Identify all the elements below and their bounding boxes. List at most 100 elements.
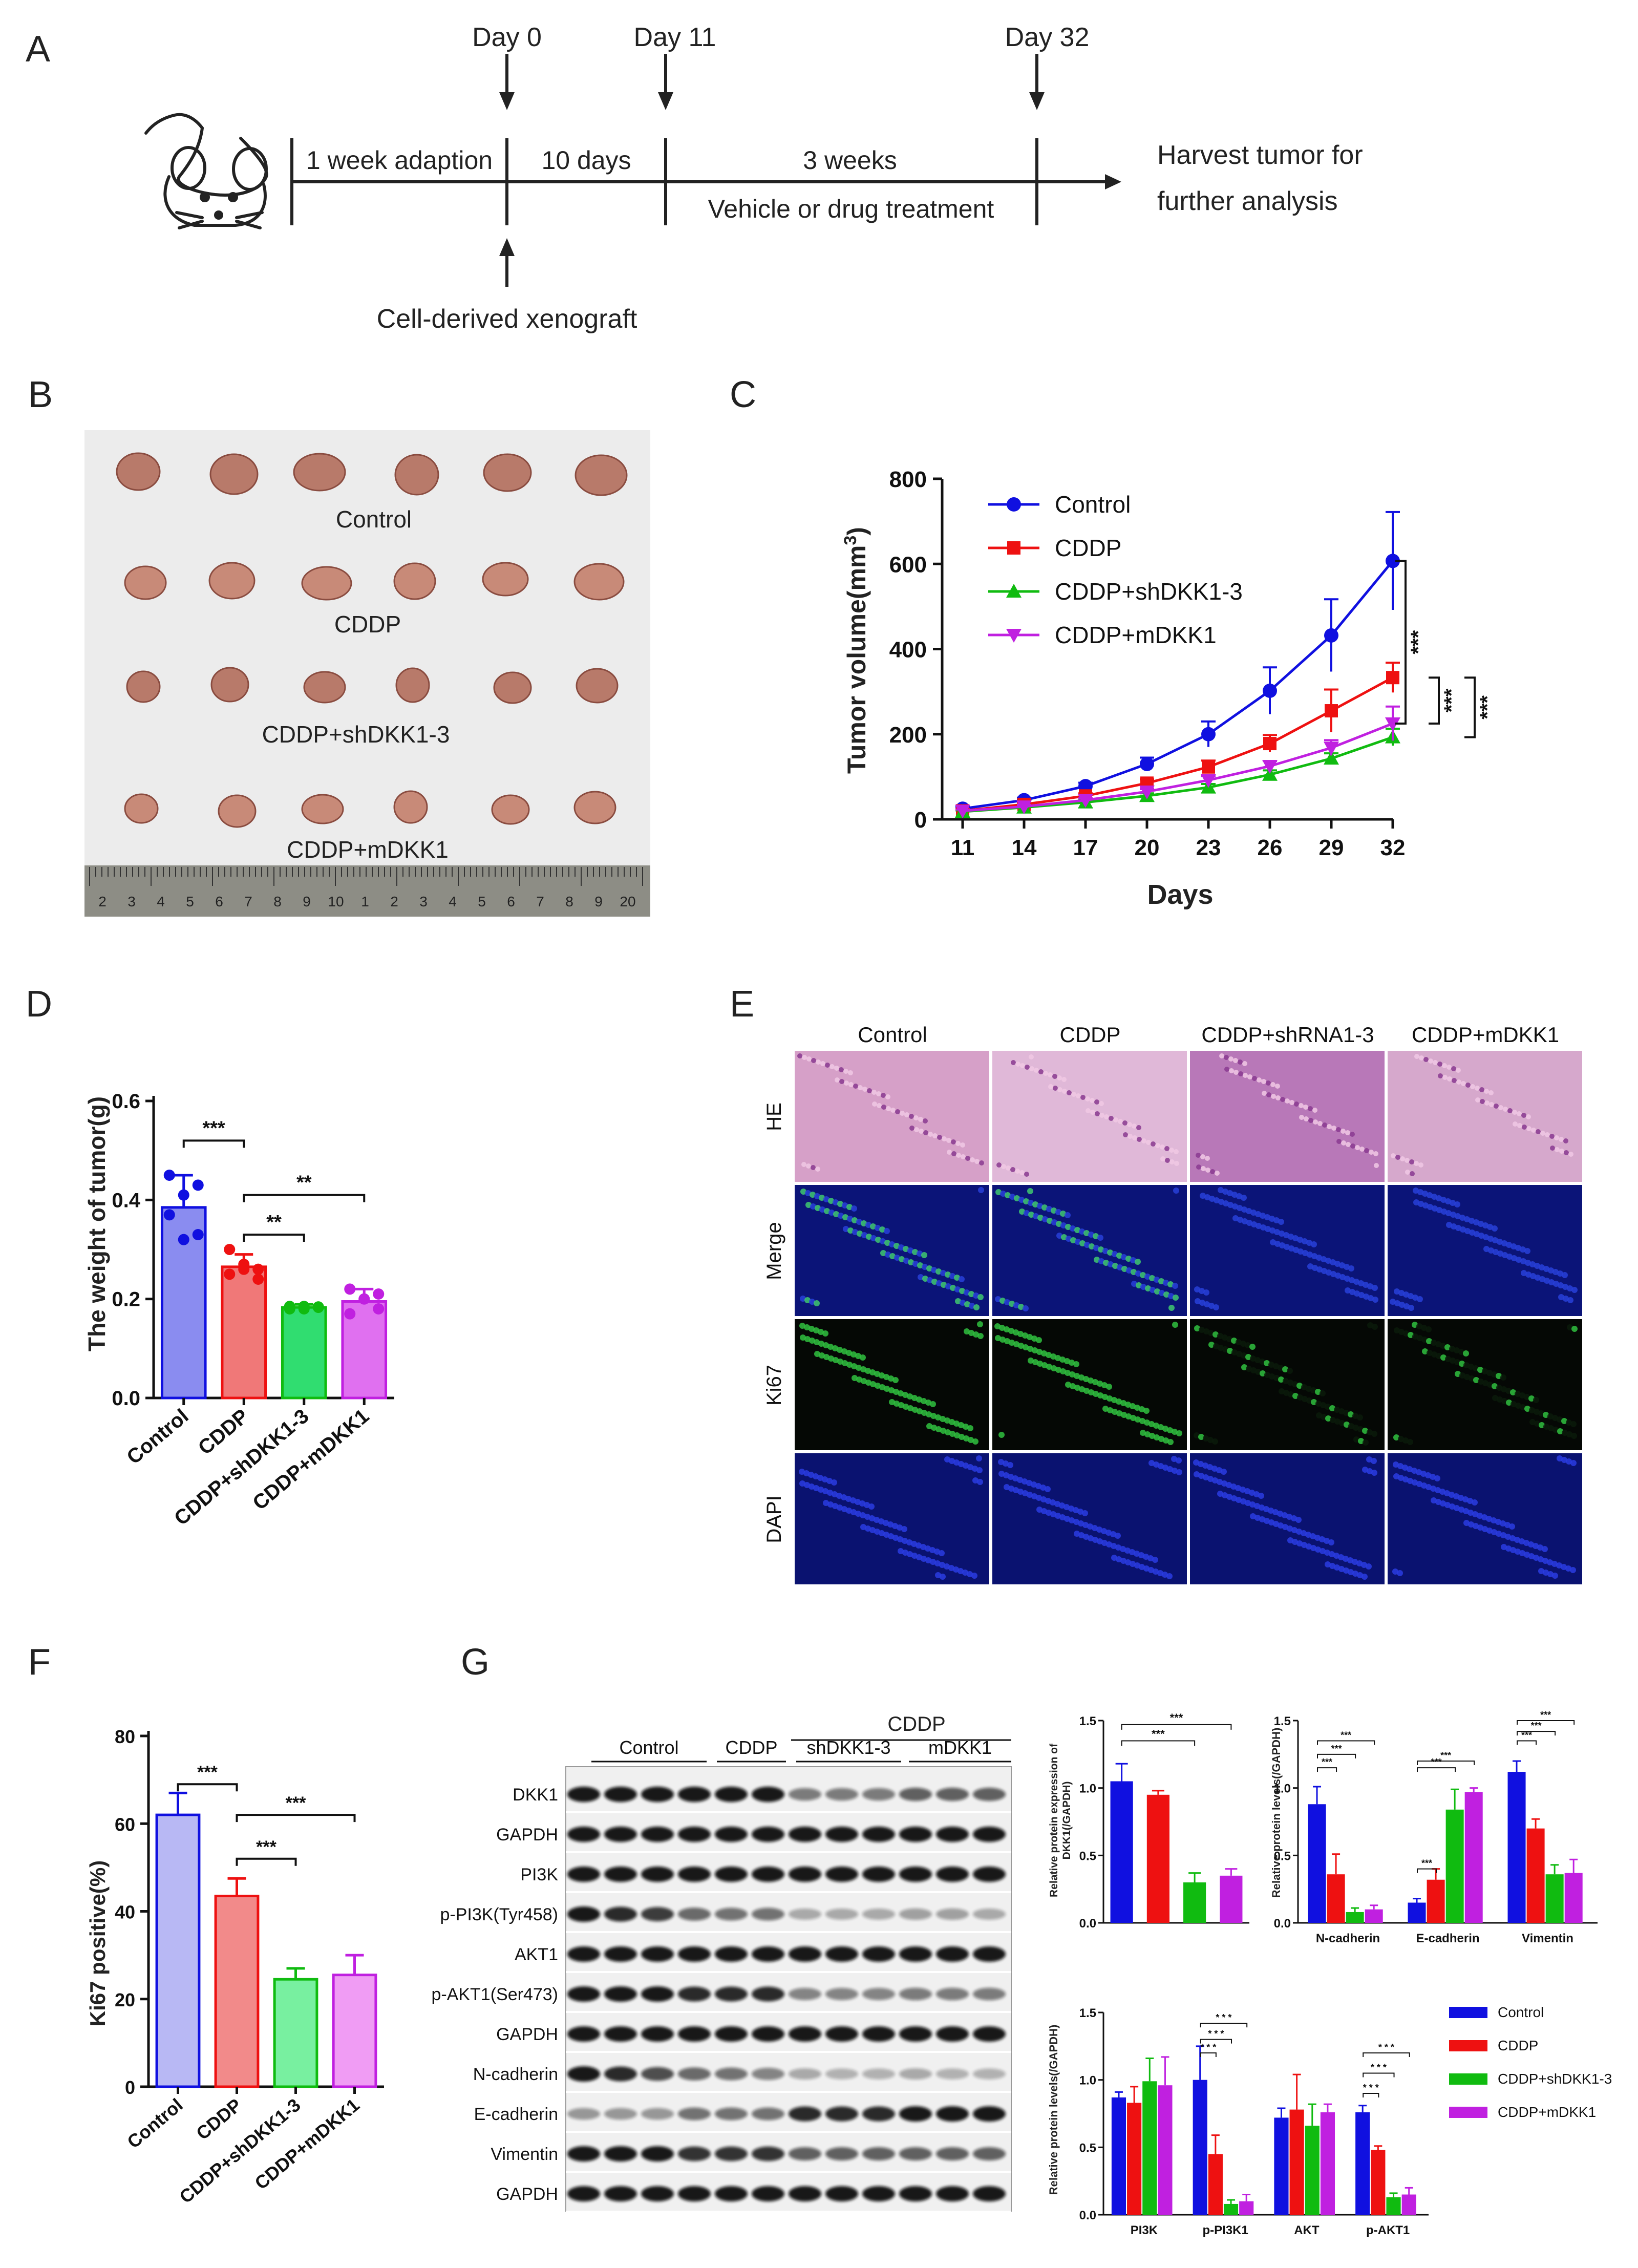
histology-cell bbox=[1135, 1259, 1141, 1265]
chartG3-xtick-label: p-PI3K1 bbox=[1202, 2223, 1248, 2237]
chartG3-sig-bracket bbox=[1363, 2093, 1379, 2097]
histology-cell bbox=[806, 1163, 811, 1169]
histology-cell bbox=[1076, 1093, 1081, 1098]
wb-band bbox=[789, 1827, 821, 1842]
chartF-bar bbox=[332, 1974, 377, 2088]
chart-c-legend-label: Control bbox=[1055, 491, 1131, 518]
chartG3-bar bbox=[1111, 2097, 1126, 2215]
chart-g1-bar bbox=[1146, 1794, 1169, 1923]
histology-column-label: CDDP+mDKK1 bbox=[1412, 1023, 1559, 1047]
chart-c-sig-bracket bbox=[1464, 676, 1476, 738]
histology-cell bbox=[1542, 1546, 1548, 1552]
harvest-label-1: Harvest tumor for bbox=[1157, 140, 1363, 170]
histology-cell bbox=[1266, 1080, 1271, 1086]
histology-cell bbox=[1205, 1156, 1210, 1161]
wb-band bbox=[567, 2066, 600, 2082]
wb-band bbox=[973, 1946, 1006, 1962]
chartG3-xtick-label: p-AKT1 bbox=[1366, 2223, 1410, 2237]
chartG3-sig-label: * * * bbox=[1363, 2083, 1379, 2093]
photo-label-shdkk: CDDP+shDKK1-3 bbox=[262, 721, 450, 748]
day32-label: Day 32 bbox=[1005, 23, 1090, 52]
histology-cell bbox=[909, 1126, 914, 1131]
chartD-sig-bracket bbox=[243, 1234, 305, 1242]
histology-cell bbox=[1287, 1368, 1293, 1374]
histology-cell bbox=[1085, 1096, 1090, 1101]
histology-column-label: Control bbox=[858, 1023, 927, 1047]
chartD-datapoint bbox=[344, 1308, 356, 1320]
harvest-label-2: further analysis bbox=[1157, 186, 1338, 216]
chartD-datapoint bbox=[224, 1244, 236, 1255]
xenograft-label: Cell-derived xenograft bbox=[377, 304, 637, 334]
histology-cell bbox=[1498, 1105, 1503, 1110]
tumor bbox=[293, 453, 346, 492]
histology-cell bbox=[1169, 1159, 1175, 1164]
panel-label-d: D bbox=[26, 984, 52, 1025]
wb-band bbox=[715, 1946, 748, 1962]
wb-band bbox=[678, 2067, 711, 2081]
histology-cell bbox=[1224, 1067, 1229, 1072]
histology-cell bbox=[1086, 1108, 1091, 1113]
pi3k-akt-chart: 0.0 0.5 1.0 1.5 PI3K p-PI3K1 * * * * * * * * * AK… bbox=[1079, 2006, 1429, 2237]
histology-cell bbox=[835, 1077, 840, 1083]
chartF-sig-bracket bbox=[236, 1814, 356, 1822]
histology-cell bbox=[921, 1252, 927, 1258]
histology-cell bbox=[1484, 1100, 1490, 1106]
histology-cell bbox=[1341, 1140, 1346, 1146]
histology-cell bbox=[1372, 1285, 1378, 1291]
histology-cell bbox=[1176, 1457, 1182, 1464]
chartG2-ytick-label: 0.5 bbox=[1274, 1849, 1291, 1863]
histology-tile bbox=[1388, 1051, 1582, 1182]
wb-band bbox=[825, 2026, 858, 2042]
histology-cell bbox=[1270, 1082, 1275, 1087]
histology-cell bbox=[1242, 1061, 1247, 1066]
wb-band bbox=[936, 1946, 969, 1962]
chart-c-point bbox=[1202, 760, 1215, 774]
histology-tile bbox=[992, 1185, 1187, 1316]
histology-cell bbox=[1019, 1170, 1025, 1175]
chartG3-bar bbox=[1127, 2103, 1142, 2215]
histology-cell bbox=[937, 1135, 942, 1140]
histology-cell bbox=[1465, 1083, 1471, 1088]
histology-cell bbox=[1023, 1305, 1029, 1311]
chartD-datapoint bbox=[252, 1263, 264, 1275]
chartG3-ytick-label: 1.0 bbox=[1079, 2074, 1096, 2088]
histology-cell bbox=[1571, 1326, 1578, 1332]
wb-band bbox=[715, 2186, 748, 2201]
histology-cell bbox=[892, 1377, 899, 1383]
histology-cell bbox=[1160, 1156, 1165, 1161]
wb-band bbox=[604, 1827, 637, 1842]
histology-cell bbox=[1015, 1169, 1020, 1174]
wb-band bbox=[678, 1986, 711, 2002]
wb-band bbox=[641, 2186, 674, 2201]
ruler-number: 7 bbox=[244, 894, 252, 909]
legend-swatch bbox=[1449, 2073, 1487, 2085]
histology-cell bbox=[1165, 1158, 1170, 1163]
chartG2-sig-bracket bbox=[1517, 1720, 1575, 1725]
histology-cell bbox=[1364, 1148, 1369, 1153]
histology-cell bbox=[1336, 1139, 1342, 1144]
histology-cell bbox=[972, 1438, 978, 1445]
histology-cell bbox=[1372, 1324, 1378, 1330]
histology-cell bbox=[1099, 1101, 1104, 1106]
histology-tile bbox=[1190, 1051, 1385, 1182]
histology-tile bbox=[1190, 1185, 1385, 1316]
tumor bbox=[482, 562, 529, 597]
histology-cell bbox=[1559, 1137, 1564, 1142]
histology-cell bbox=[1228, 1056, 1233, 1062]
histology-cell bbox=[1238, 1071, 1243, 1076]
histology-cell bbox=[1456, 1068, 1461, 1073]
histology-cell bbox=[1555, 1147, 1560, 1152]
histology-cell bbox=[1570, 1567, 1576, 1573]
chartD-datapoint bbox=[238, 1263, 250, 1275]
histology-cell bbox=[1540, 1131, 1545, 1136]
histology-cell bbox=[1036, 1337, 1042, 1343]
histology-cell bbox=[976, 1467, 983, 1473]
ruler-number: 4 bbox=[449, 894, 457, 909]
histology-cell bbox=[1419, 1055, 1424, 1061]
chartF-sig-label: *** bbox=[286, 1793, 307, 1813]
chartD-datapoint bbox=[344, 1283, 356, 1295]
wb-band bbox=[604, 2186, 637, 2201]
histology-cell bbox=[1295, 1517, 1302, 1523]
histology-cell bbox=[1299, 1115, 1304, 1120]
